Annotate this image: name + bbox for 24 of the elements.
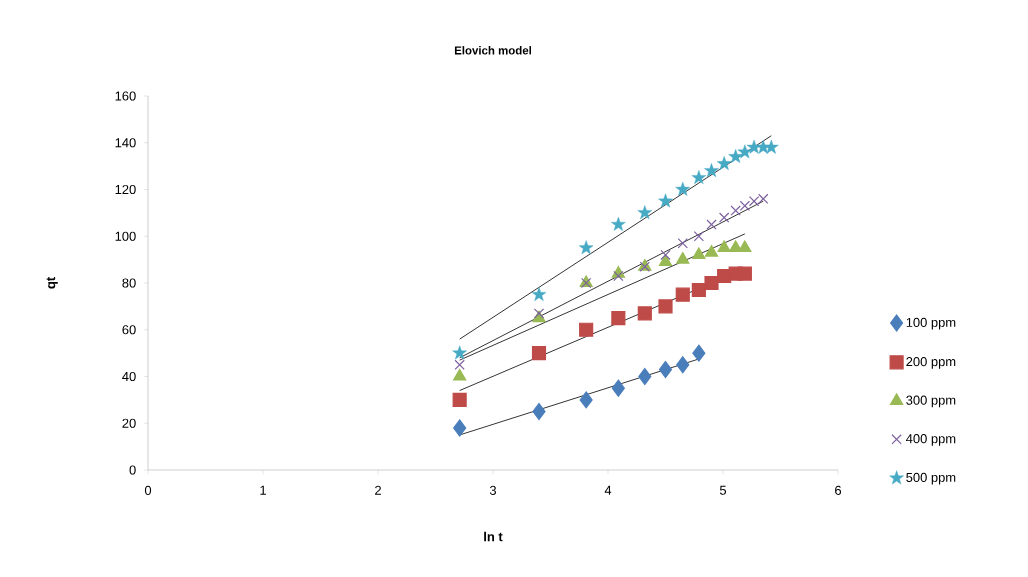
x-tick-label: 0	[144, 485, 152, 495]
x-tick-label: 5	[719, 485, 727, 495]
y-tick-label: 100	[115, 231, 136, 241]
y-tick-label: 0	[129, 465, 136, 475]
legend-label: 200 ppm	[906, 357, 956, 369]
x-axis-title: ln t	[484, 531, 503, 542]
y-tick-label: 160	[115, 91, 136, 101]
x-tick-label: 4	[604, 485, 612, 495]
legend-label: 500 ppm	[906, 472, 956, 485]
chart-title: Elovich model	[454, 46, 532, 55]
y-tick-label: 60	[122, 325, 136, 335]
x-tick-label: 2	[375, 485, 381, 495]
y-tick-label: 40	[122, 371, 136, 382]
y-tick-label: 120	[115, 184, 136, 195]
y-tick-label: 140	[115, 138, 136, 148]
x-tick-label: 3	[489, 485, 497, 495]
legend-label: 300 ppm	[906, 395, 956, 408]
y-axis-title: qt	[46, 277, 58, 289]
y-tick-label: 80	[122, 278, 136, 288]
y-tick-label: 20	[122, 418, 136, 428]
legend-label: 100 ppm	[906, 317, 956, 330]
x-tick-label: 6	[835, 485, 842, 495]
x-tick-label: 1	[260, 485, 266, 495]
legend-label: 400 ppm	[906, 434, 956, 446]
